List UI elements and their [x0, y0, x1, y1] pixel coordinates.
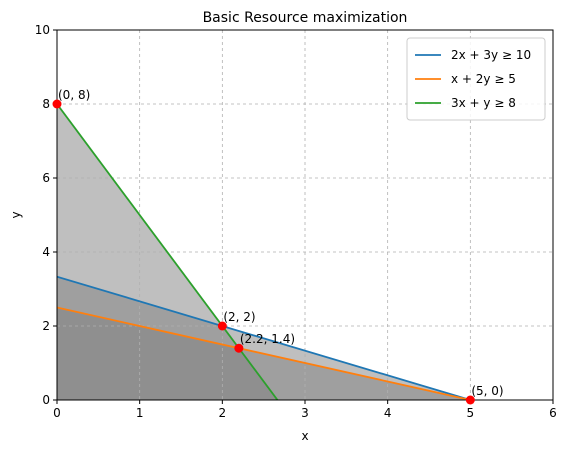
vertex-point: [234, 343, 244, 353]
y-axis-label: y: [9, 211, 23, 218]
y-tick-label: 0: [42, 393, 50, 407]
chart-title: Basic Resource maximization: [203, 10, 408, 26]
y-tick-label: 10: [35, 23, 50, 37]
x-tick-label: 4: [384, 406, 392, 420]
y-tick-label: 6: [42, 171, 50, 185]
series-line-2: [57, 306, 471, 400]
x-axis-label: x: [301, 429, 308, 443]
x-tick-label: 3: [301, 406, 309, 420]
x-tick-label: 5: [467, 406, 475, 420]
legend-label-3: 3x + y ≥ 8: [451, 96, 516, 110]
vertex-label: (2, 2): [223, 310, 255, 324]
legend-label-2: x + 2y ≥ 5: [451, 72, 516, 86]
legend-box: [406, 37, 546, 121]
vertex-label: (0, 8): [58, 88, 90, 102]
vertex-point: [52, 99, 62, 109]
x-tick-label: 6: [549, 406, 557, 420]
x-tick-label: 0: [53, 406, 61, 420]
x-tick-label: 2: [219, 406, 227, 420]
vertex-label: (5, 0): [471, 384, 503, 398]
vertex-label: (2.2, 1.4): [240, 332, 295, 346]
x-tick-label: 1: [136, 406, 144, 420]
series-line-1: [57, 275, 471, 400]
vertex-point: [465, 395, 475, 405]
vertex-point: [217, 321, 227, 331]
y-tick-label: 8: [42, 97, 50, 111]
legend: 2x + 3y ≥ 10 x + 2y ≥ 5 3x + y ≥ 8: [406, 37, 546, 121]
y-tick-label: 4: [42, 245, 50, 259]
y-tick-label: 2: [42, 319, 50, 333]
legend-label-1: 2x + 3y ≥ 10: [451, 48, 531, 62]
